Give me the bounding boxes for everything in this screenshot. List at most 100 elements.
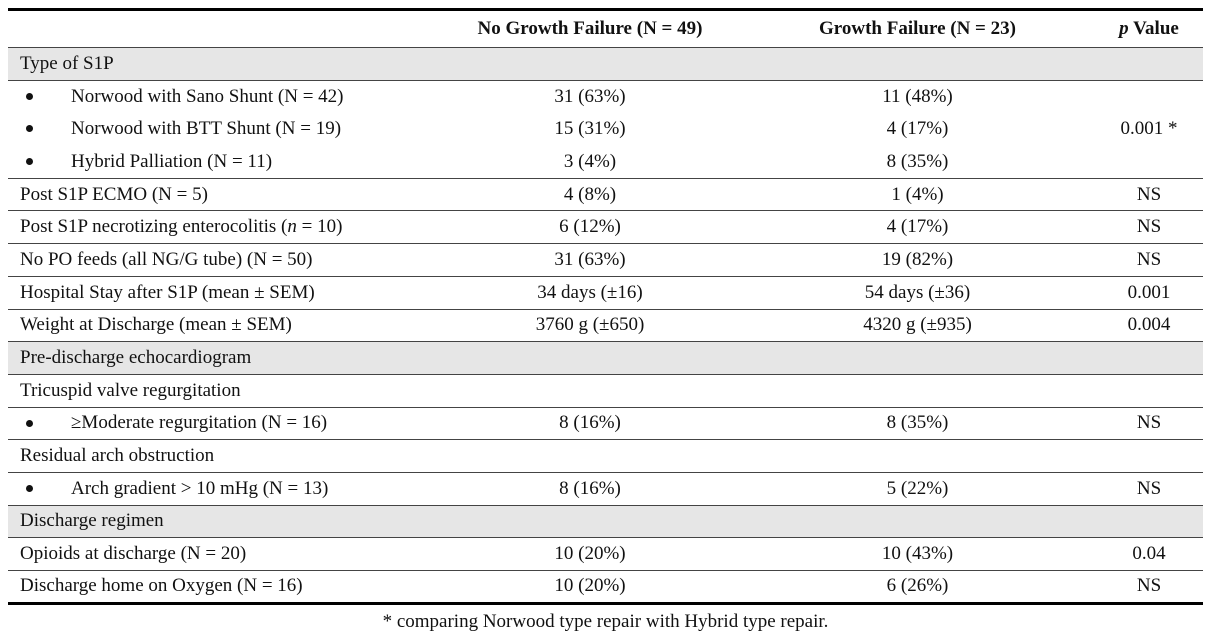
value-cell: 3 (4%) [563, 150, 617, 172]
value-cell: 11 (48%) [740, 79, 1095, 113]
text: Post S1P ECMO (N = 5) [20, 183, 208, 205]
bullet-row: Arch gradient > 10 mHg (N = 13) 8 (16%) 5 … [8, 471, 1203, 506]
value-cell: 10 (43%) [740, 537, 1095, 571]
row-label: Residual arch obstruction [8, 439, 1203, 473]
text: Weight at Discharge (mean ± SEM) [20, 314, 292, 336]
row-row: Opioids at discharge (N = 20) 10 (20%) 10 … [8, 537, 1203, 571]
bullet [26, 419, 33, 427]
value-cell: 8 (16%) [440, 406, 740, 440]
bullet [26, 157, 33, 165]
value-cell: 4 (17%) [886, 118, 949, 140]
row-row: Discharge home on Oxygen (N = 16) 10 (20%… [8, 570, 1203, 605]
header-row: No Growth Failure (N = 49) Growth Failure… [8, 8, 1203, 48]
row-row: Weight at Discharge (mean ± SEM) 3760 g (… [8, 308, 1203, 342]
value-cell: 4 (8%) [440, 177, 740, 211]
header-cell [8, 8, 440, 48]
value-cell: 8 (35%) [886, 150, 949, 172]
text: Hybrid Palliation (N = 11) [71, 150, 273, 172]
text: Growth Failure (N = 23) [819, 18, 1016, 39]
p-value-cell: NS [1095, 177, 1203, 211]
text: Arch gradient > 10 mHg (N = 13) [71, 477, 329, 499]
row-label: ≥Moderate regurgitation (N = 16) [8, 406, 440, 440]
subheading-row: Tricuspid valve regurgitation [8, 373, 1203, 408]
row-label: Arch gradient > 10 mHg (N = 13) [8, 471, 440, 506]
footnote: * comparing Norwood type repair with Hyb… [382, 610, 829, 632]
row-row: Post S1P necrotizing enterocolitis (n = … [8, 210, 1203, 244]
p-value-cell: 0.04 [1095, 537, 1203, 571]
subheading-row: Residual arch obstruction [8, 439, 1203, 473]
p-value-cell: NS [1095, 471, 1203, 506]
row-label: Hybrid Palliation (N = 11) [8, 146, 440, 179]
value-cell: 10 (20%) [440, 537, 740, 571]
header-cell: No Growth Failure (N = 49) [440, 8, 740, 48]
row-label: No PO feeds (all NG/G tube) (N = 50) [8, 243, 440, 277]
table-wrap: No Growth Failure (N = 49) Growth Failure… [8, 8, 1203, 633]
value-cell: 54 days (±36) [740, 275, 1095, 309]
row-row: Post S1P ECMO (N = 5) 4 (8%) 1 (4%) NS [8, 177, 1203, 211]
value-cell: 8 (35%) [740, 406, 1095, 440]
text: ≥Moderate regurgitation (N = 16) [71, 412, 328, 434]
p-value-cell: NS [1095, 210, 1203, 244]
text: No PO feeds (all NG/G tube) (N = 50) [20, 248, 313, 270]
row-label: Post S1P necrotizing enterocolitis (n = … [8, 210, 440, 244]
text: Discharge regimen [20, 510, 164, 532]
row-label: Opioids at discharge (N = 20) [8, 537, 440, 571]
value-cell: 34 days (±16) [440, 275, 740, 309]
bullet [26, 125, 33, 133]
p-value-cell: NS [1095, 570, 1203, 605]
header-cell: p Value [1095, 8, 1203, 48]
text: = 10) [296, 216, 343, 238]
value-cell: 10 (20%) [440, 570, 740, 605]
header-cell: Growth Failure (N = 23) [740, 8, 1095, 48]
row-row: No PO feeds (all NG/G tube) (N = 50) 31 (… [8, 243, 1203, 277]
p-value-cell: 0.001 [1095, 275, 1203, 309]
bullet-row: Norwood with Sano Shunt (N = 42) 31 (63%)… [8, 79, 1203, 179]
value-cell: 6 (26%) [740, 570, 1095, 605]
bullet [26, 484, 33, 492]
row-label: Tricuspid valve regurgitation [8, 373, 1203, 408]
value-cell: 15 (31%) [554, 118, 626, 140]
value-cell: 1 (4%) [740, 177, 1095, 211]
value-cell: 6 (12%) [440, 210, 740, 244]
bullet-row: Norwood with BTT Shunt (N = 19) 15 (31%) 4… [8, 113, 1203, 146]
text: Post S1P necrotizing enterocolitis ( [20, 216, 288, 238]
section-row: Pre-discharge echocardiogram [8, 341, 1203, 375]
value-cell: 3760 g (±650) [440, 308, 740, 342]
text: Hospital Stay after S1P (mean ± SEM) [20, 281, 315, 303]
text: Value [1133, 18, 1179, 39]
value-cell: 8 (16%) [440, 471, 740, 506]
row-label: Norwood with Sano Shunt (N = 42) [8, 79, 440, 113]
p-value-cell: NS [1095, 243, 1203, 277]
text: Type of S1P [20, 52, 114, 74]
row-label: Norwood with BTT Shunt (N = 19) [8, 113, 440, 146]
bullet [26, 92, 33, 100]
row-label: Discharge home on Oxygen (N = 16) [8, 570, 440, 605]
row-label: Post S1P ECMO (N = 5) [8, 177, 440, 211]
row-label: Type of S1P [8, 47, 1203, 81]
row-label: Discharge regimen [8, 504, 1203, 538]
row-row: Hospital Stay after S1P (mean ± SEM) 34 d… [8, 275, 1203, 309]
row-label: Hospital Stay after S1P (mean ± SEM) [8, 275, 440, 309]
text: Discharge home on Oxygen (N = 16) [20, 575, 303, 597]
data-table: No Growth Failure (N = 49) Growth Failure… [8, 8, 1203, 605]
value-cell: 5 (22%) [740, 471, 1095, 506]
value-cell: 31 (63%) [440, 243, 740, 277]
value-cell: 19 (82%) [740, 243, 1095, 277]
text: Residual arch obstruction [20, 445, 215, 467]
value-cell: 4320 g (±935) [740, 308, 1095, 342]
text: Pre-discharge echocardiogram [20, 347, 252, 369]
section-row: Type of S1P [8, 47, 1203, 81]
row-label: Weight at Discharge (mean ± SEM) [8, 308, 440, 342]
bullet-row: ≥Moderate regurgitation (N = 16) 8 (16%) 8… [8, 406, 1203, 440]
p-value-cell: 0.004 [1095, 308, 1203, 342]
p-value-cell: NS [1095, 406, 1203, 440]
text: Opioids at discharge (N = 20) [20, 543, 247, 565]
section-row: Discharge regimen [8, 504, 1203, 538]
value-cell: 31 (63%) [440, 79, 740, 113]
text: Tricuspid valve regurgitation [20, 379, 241, 401]
row-label: Pre-discharge echocardiogram [8, 341, 1203, 375]
bullet-row: Hybrid Palliation (N = 11) 3 (4%) 8 (35%) [8, 146, 1203, 179]
text: p [1119, 18, 1129, 39]
text: Norwood with BTT Shunt (N = 19) [71, 118, 342, 140]
